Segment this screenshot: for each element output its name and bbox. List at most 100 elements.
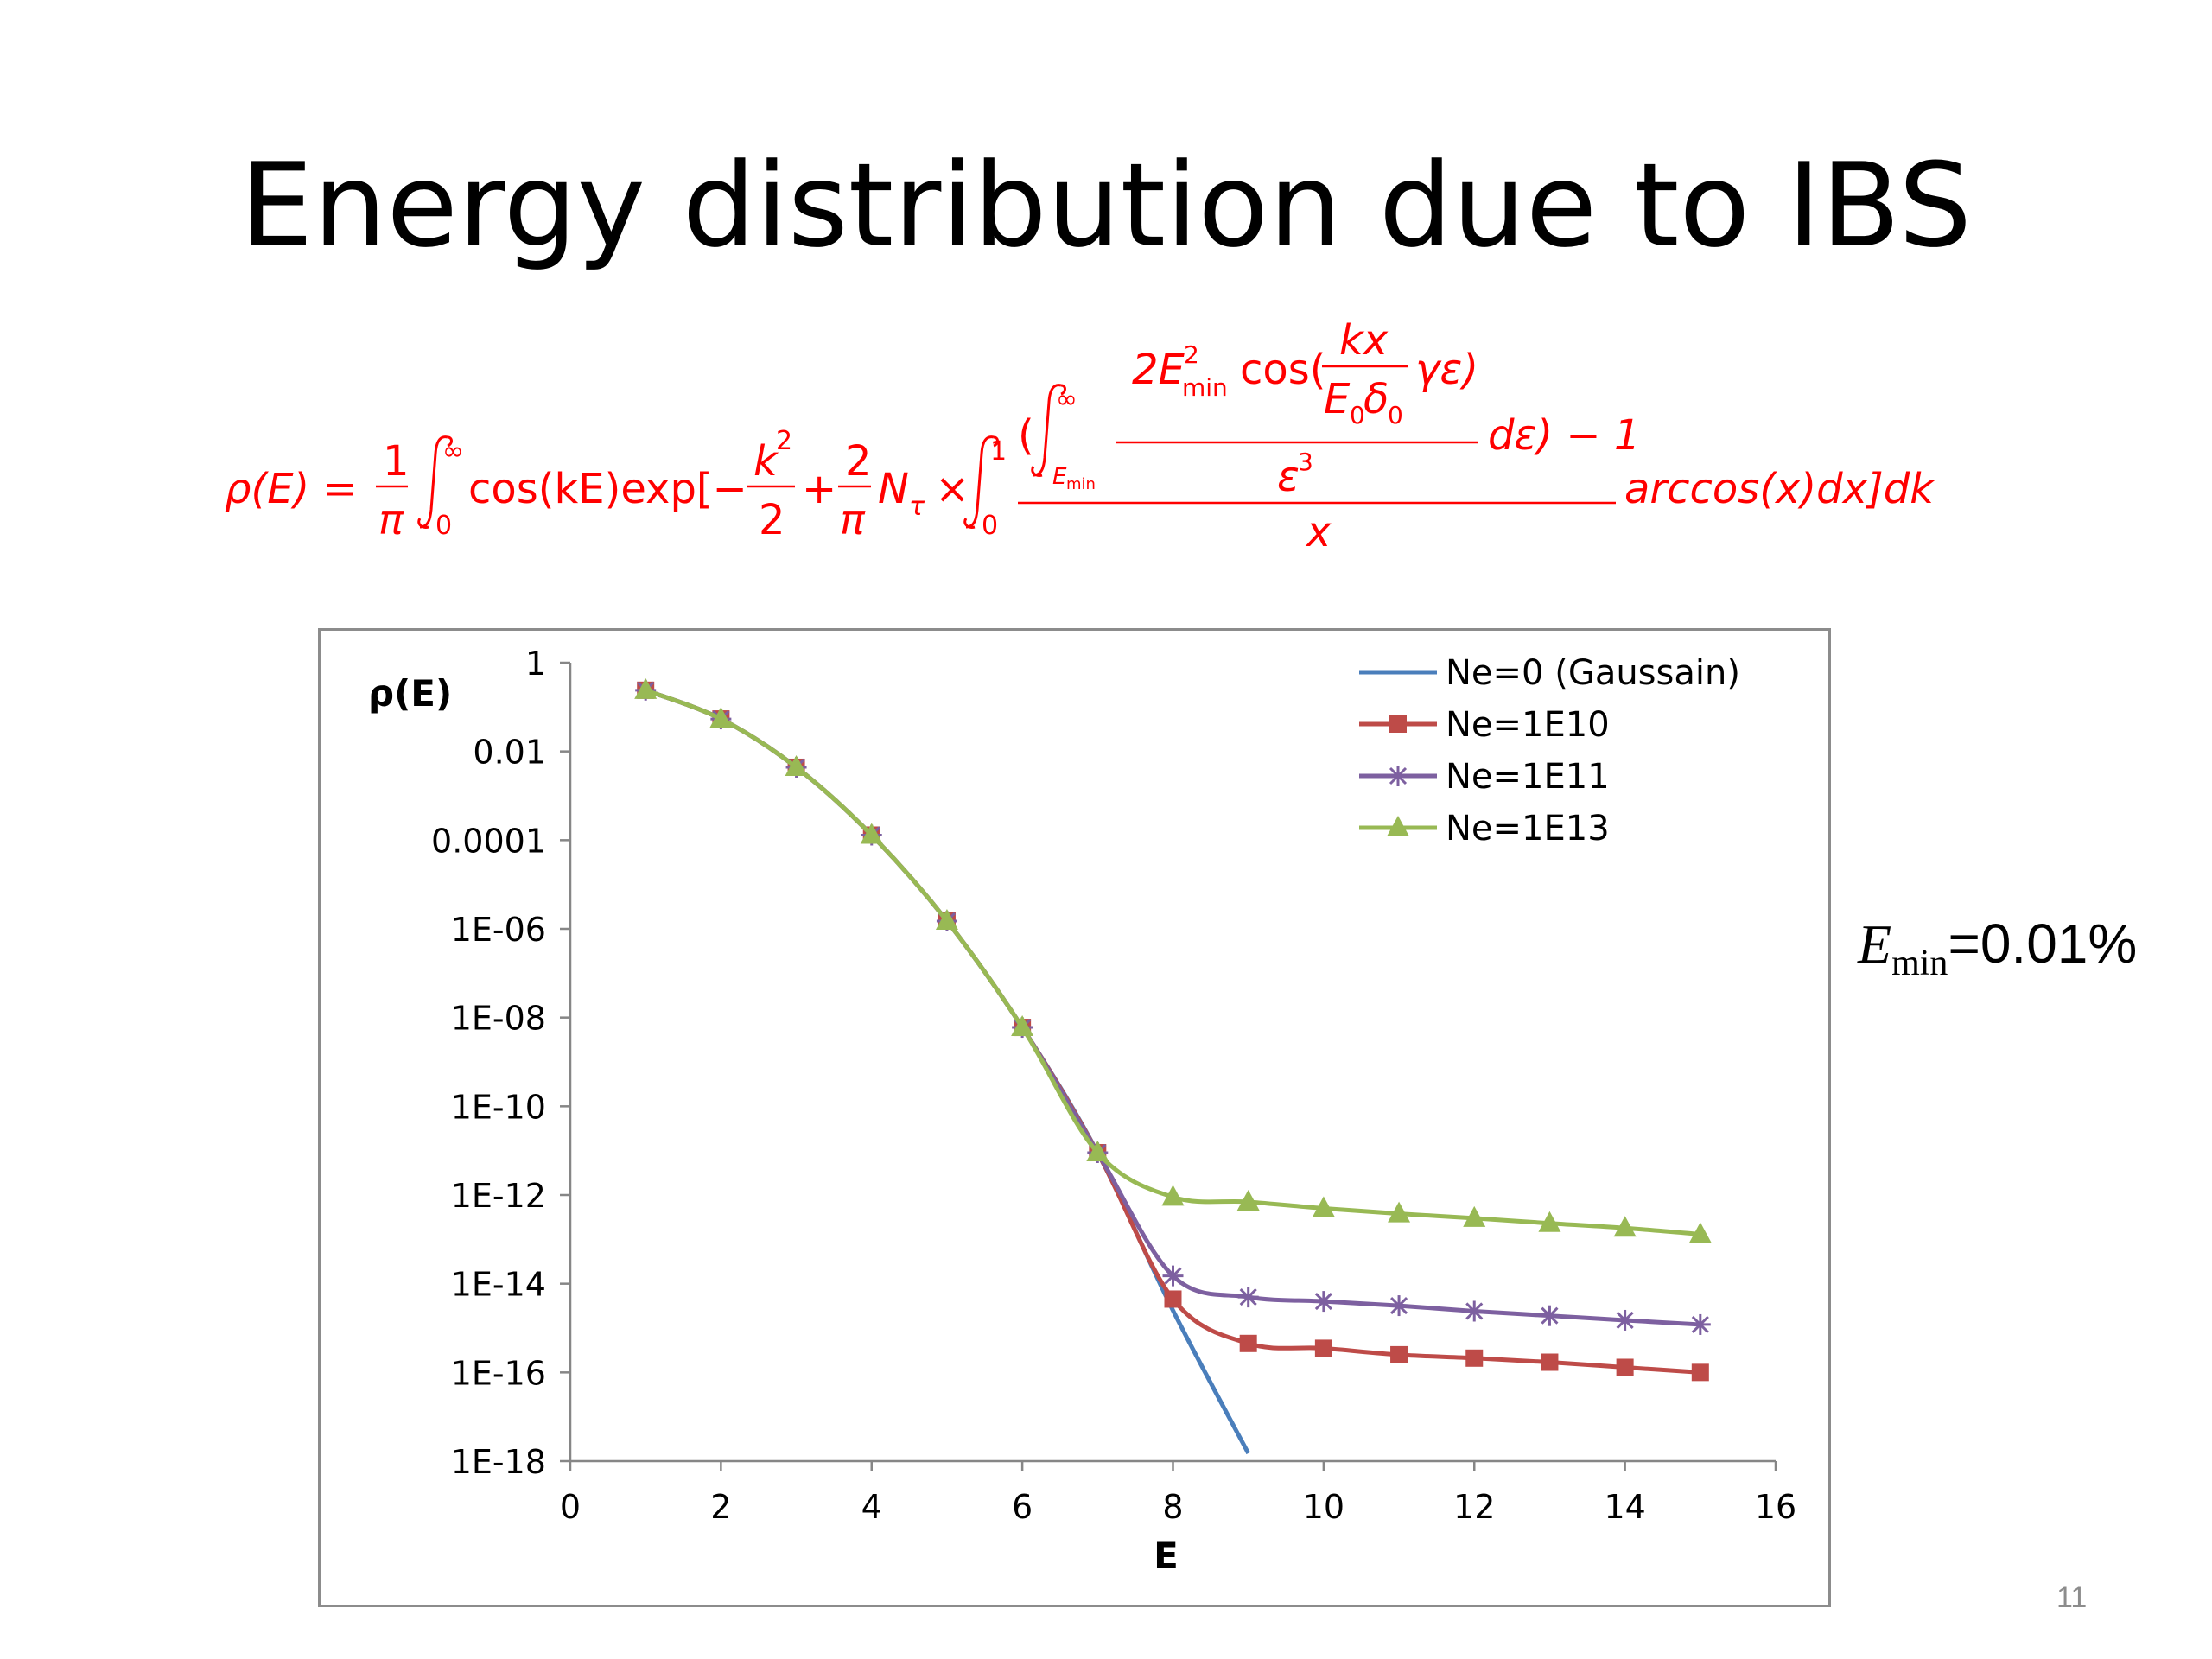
plot-axes: 1 0.01 0.0001 1E-06 1E-08 1E-10 1E-12 1E-14 1E-1…: [368, 645, 1796, 1577]
legend-label: Ne=1E10: [1446, 705, 1610, 745]
legend-item-3: Ne=1E13: [1359, 809, 1610, 849]
page-number: 11: [2056, 1581, 2088, 1614]
legend-marker: [1387, 816, 1409, 836]
emin-value: =0.01%: [1948, 912, 2138, 975]
y-axis-label: ρ(E): [368, 672, 452, 715]
y-tick-label: 1E-10: [451, 1088, 546, 1126]
formula-x-denom: x: [1305, 508, 1332, 556]
formula-inf-2: ∞: [1056, 385, 1077, 415]
data-point: [1388, 1201, 1411, 1223]
x-tick-label: 10: [1303, 1488, 1344, 1526]
x-tick-label: 4: [861, 1488, 882, 1526]
data-point: [1390, 1345, 1408, 1363]
formula-2E: 2E: [1132, 346, 1185, 394]
integral-sign-3: [1031, 384, 1066, 477]
energy-distribution-chart: 1 0.01 0.0001 1E-06 1E-08 1E-10 1E-12 1E-14 1E-1…: [368, 645, 1796, 1577]
y-tick-label: 1: [525, 645, 546, 683]
x-axis-label: E: [1154, 1535, 1179, 1577]
formula-cos-open: cos(: [1240, 346, 1326, 394]
x-tick-label: 6: [1012, 1488, 1033, 1526]
y-tick-label: 1E-14: [451, 1266, 546, 1304]
x-tick-label: 8: [1162, 1488, 1183, 1526]
data-point: [1691, 1363, 1709, 1382]
legend-item-2: Ne=1E11: [1359, 757, 1610, 797]
formula-zero-1: 0: [435, 511, 452, 541]
data-point: [1011, 1015, 1034, 1037]
rho-formula: ρ(E) = 1 π ∞ 0 cos(kE)exp[− k 2 2 + 2 π …: [225, 316, 1936, 556]
data-point: [1689, 1313, 1711, 1335]
legend-marker: [1389, 715, 1407, 733]
data-point: [1389, 1295, 1410, 1317]
slide-title: Energy distribution due to IBS: [239, 138, 1973, 273]
data-point: [1236, 1189, 1260, 1211]
data-point: [1463, 1205, 1486, 1227]
data-point: [860, 823, 883, 844]
data-point: [1314, 1339, 1332, 1357]
formula-two-num: 2: [845, 437, 872, 486]
formula-2E-sq: 2: [1184, 340, 1199, 369]
series-0: [645, 688, 1250, 1455]
data-point: [1464, 1300, 1485, 1322]
formula-two-denom: 2: [759, 496, 785, 544]
plot-series: [634, 677, 1712, 1455]
data-point: [709, 707, 733, 728]
y-tick-label: 1E-06: [451, 911, 546, 949]
legend-label: Ne=0 (Gaussain): [1446, 653, 1740, 693]
series-3: [634, 677, 1712, 1243]
data-point: [1539, 1305, 1560, 1326]
data-point: [1688, 1222, 1712, 1243]
data-point: [1237, 1287, 1259, 1308]
chart-legend: Ne=0 (Gaussain) Ne=1E10 Ne=1E11 Ne=1E13: [1359, 653, 1740, 849]
formula-cos-exp: cos(kE)exp[−: [468, 465, 747, 513]
data-point: [1313, 1291, 1334, 1313]
formula-times: ×: [935, 465, 969, 513]
formula-pi: π: [378, 496, 404, 544]
y-tick-label: 1E-16: [451, 1354, 546, 1392]
series-line-0: [645, 688, 1250, 1455]
formula-k-exp: 2: [776, 426, 792, 456]
data-point: [785, 754, 808, 776]
emin-subscript: min: [1891, 944, 1948, 983]
formula-eps3: ε: [1277, 453, 1300, 501]
data-point: [1162, 1265, 1184, 1287]
integral-sign-2: [963, 435, 999, 529]
formula-eps3-exp: 3: [1298, 448, 1313, 476]
data-point: [935, 908, 958, 930]
data-point: [1086, 1141, 1109, 1162]
legend-label: Ne=1E11: [1446, 757, 1610, 797]
formula-d-eps: dε) − 1: [1488, 411, 1640, 460]
emin-symbol: E: [1858, 913, 1892, 975]
formula-plus: +: [802, 465, 836, 513]
data-point: [1161, 1185, 1185, 1206]
x-tick-label: 2: [710, 1488, 731, 1526]
formula-one-upper: 1: [990, 436, 1007, 467]
formula-tail: arccos(x)dx]dk: [1624, 465, 1936, 513]
formula-open-paren: (: [1018, 411, 1034, 460]
formula-E0-sub: 0: [1350, 401, 1365, 429]
integral-sign-1: [417, 435, 453, 529]
x-tick-label: 0: [560, 1488, 581, 1526]
x-tick-label: 14: [1604, 1488, 1645, 1526]
formula-zero-2: 0: [982, 511, 998, 541]
formula-inf: ∞: [442, 436, 464, 467]
legend-item-0: Ne=0 (Gaussain): [1359, 653, 1740, 693]
formula-N: N: [878, 465, 909, 513]
formula-lhs: ρ(E) =: [225, 465, 358, 513]
data-point: [1465, 1349, 1484, 1367]
formula-one: 1: [383, 437, 410, 486]
formula-E0: E: [1324, 375, 1351, 423]
x-tick-label: 12: [1453, 1488, 1495, 1526]
formula-k: k: [753, 437, 779, 486]
formula-emin-lower: E: [1052, 464, 1067, 490]
emin-note: Emin=0.01%: [1858, 912, 2137, 984]
formula-gamma-eps: γε): [1415, 346, 1478, 394]
legend-marker: [1388, 766, 1408, 786]
data-point: [1312, 1196, 1335, 1217]
data-point: [1614, 1309, 1636, 1331]
formula-2E-min: min: [1182, 373, 1228, 402]
data-point: [1538, 1211, 1561, 1232]
legend-item-1: Ne=1E10: [1359, 705, 1610, 745]
data-point: [634, 677, 658, 699]
series-line-3: [645, 688, 1701, 1236]
formula-delta0-sub: 0: [1388, 401, 1403, 429]
